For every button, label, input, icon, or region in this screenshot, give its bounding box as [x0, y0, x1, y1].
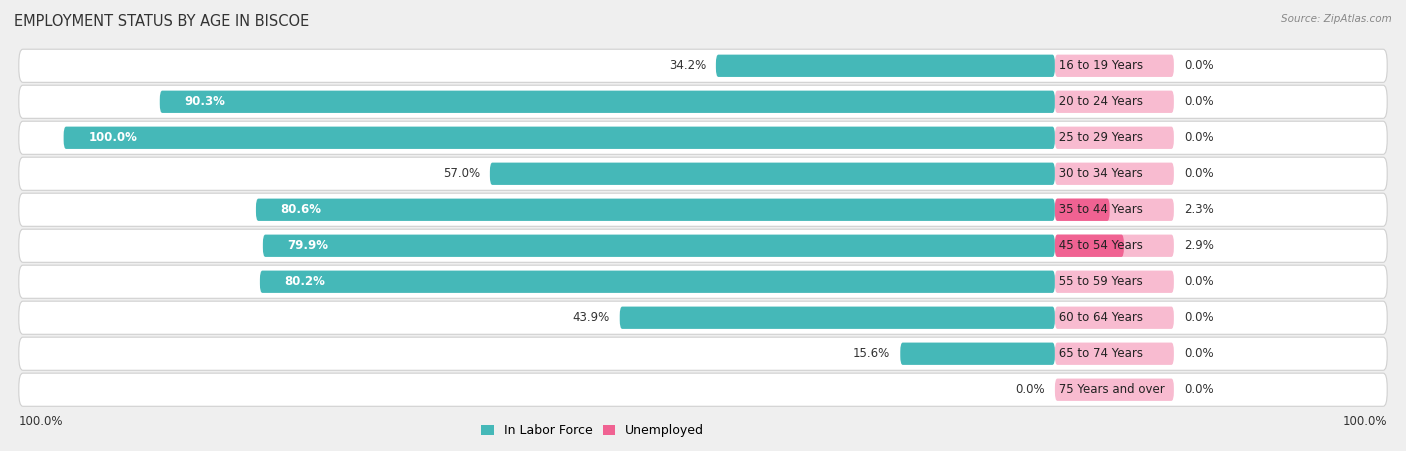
FancyBboxPatch shape: [1054, 343, 1174, 365]
FancyBboxPatch shape: [716, 55, 1054, 77]
Text: 0.0%: 0.0%: [1015, 383, 1045, 396]
Text: 20 to 24 Years: 20 to 24 Years: [1054, 95, 1147, 108]
FancyBboxPatch shape: [620, 307, 1054, 329]
Text: 0.0%: 0.0%: [1184, 347, 1213, 360]
FancyBboxPatch shape: [18, 121, 1388, 154]
FancyBboxPatch shape: [1054, 198, 1174, 221]
FancyBboxPatch shape: [18, 301, 1388, 334]
Text: 0.0%: 0.0%: [1184, 383, 1213, 396]
FancyBboxPatch shape: [18, 157, 1388, 190]
Text: 100.0%: 100.0%: [1343, 415, 1386, 428]
FancyBboxPatch shape: [18, 265, 1388, 298]
Text: 80.6%: 80.6%: [281, 203, 322, 216]
Text: 57.0%: 57.0%: [443, 167, 479, 180]
Text: 30 to 34 Years: 30 to 34 Years: [1054, 167, 1146, 180]
Text: 16 to 19 Years: 16 to 19 Years: [1054, 59, 1147, 72]
FancyBboxPatch shape: [1054, 198, 1109, 221]
FancyBboxPatch shape: [1054, 271, 1174, 293]
Text: Source: ZipAtlas.com: Source: ZipAtlas.com: [1281, 14, 1392, 23]
Text: 43.9%: 43.9%: [572, 311, 610, 324]
Text: 2.3%: 2.3%: [1184, 203, 1213, 216]
Text: 90.3%: 90.3%: [184, 95, 225, 108]
Text: 0.0%: 0.0%: [1184, 131, 1213, 144]
FancyBboxPatch shape: [18, 373, 1388, 406]
FancyBboxPatch shape: [1054, 378, 1174, 401]
FancyBboxPatch shape: [18, 85, 1388, 118]
Text: 55 to 59 Years: 55 to 59 Years: [1054, 275, 1146, 288]
FancyBboxPatch shape: [1054, 127, 1174, 149]
Text: 0.0%: 0.0%: [1184, 311, 1213, 324]
FancyBboxPatch shape: [489, 163, 1054, 185]
FancyBboxPatch shape: [18, 337, 1388, 370]
Text: 0.0%: 0.0%: [1184, 95, 1213, 108]
FancyBboxPatch shape: [256, 198, 1054, 221]
Text: 0.0%: 0.0%: [1184, 59, 1213, 72]
FancyBboxPatch shape: [63, 127, 1054, 149]
FancyBboxPatch shape: [260, 271, 1054, 293]
Text: 25 to 29 Years: 25 to 29 Years: [1054, 131, 1147, 144]
FancyBboxPatch shape: [18, 193, 1388, 226]
Text: 65 to 74 Years: 65 to 74 Years: [1054, 347, 1147, 360]
FancyBboxPatch shape: [1054, 163, 1174, 185]
FancyBboxPatch shape: [263, 235, 1054, 257]
FancyBboxPatch shape: [1054, 91, 1174, 113]
FancyBboxPatch shape: [900, 343, 1054, 365]
FancyBboxPatch shape: [1054, 235, 1123, 257]
Legend: In Labor Force, Unemployed: In Labor Force, Unemployed: [477, 419, 709, 442]
FancyBboxPatch shape: [1054, 55, 1174, 77]
Text: 0.0%: 0.0%: [1184, 275, 1213, 288]
Text: 0.0%: 0.0%: [1184, 167, 1213, 180]
Text: 15.6%: 15.6%: [853, 347, 890, 360]
Text: 100.0%: 100.0%: [20, 415, 63, 428]
Text: 75 Years and over: 75 Years and over: [1054, 383, 1168, 396]
Text: 60 to 64 Years: 60 to 64 Years: [1054, 311, 1147, 324]
Text: 35 to 44 Years: 35 to 44 Years: [1054, 203, 1146, 216]
Text: 79.9%: 79.9%: [288, 239, 329, 252]
FancyBboxPatch shape: [1054, 307, 1174, 329]
Text: 45 to 54 Years: 45 to 54 Years: [1054, 239, 1146, 252]
Text: 34.2%: 34.2%: [669, 59, 706, 72]
Text: EMPLOYMENT STATUS BY AGE IN BISCOE: EMPLOYMENT STATUS BY AGE IN BISCOE: [14, 14, 309, 28]
Text: 2.9%: 2.9%: [1184, 239, 1213, 252]
FancyBboxPatch shape: [18, 229, 1388, 262]
Text: 80.2%: 80.2%: [284, 275, 326, 288]
FancyBboxPatch shape: [160, 91, 1054, 113]
FancyBboxPatch shape: [1054, 235, 1174, 257]
Text: 100.0%: 100.0%: [89, 131, 138, 144]
FancyBboxPatch shape: [18, 49, 1388, 83]
